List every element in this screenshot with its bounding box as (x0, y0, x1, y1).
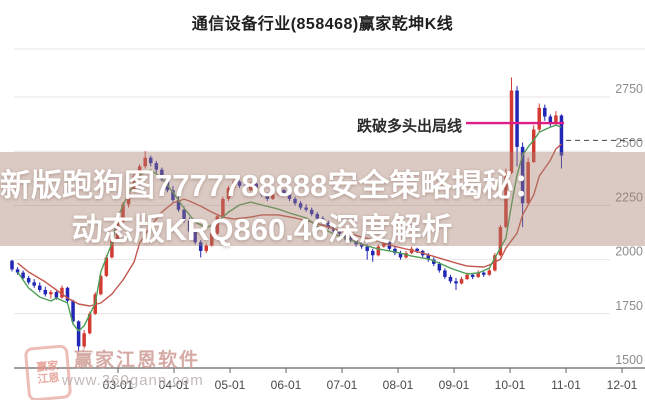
x-axis-label: 09-01 (439, 378, 470, 392)
x-axis-label: 08-01 (383, 378, 414, 392)
banner-overlay-band (0, 152, 645, 246)
x-axis-label: 11-01 (551, 378, 581, 392)
page-title: 通信设备行业(858468)赢家乾坤K线 (191, 16, 454, 33)
y-axis-label: 2500 (615, 136, 643, 150)
exit-line-annotation: 跌破多头出局线 (356, 118, 462, 135)
banner-text-line1: 新版跑狗图7777788888安全策略揭秘： (0, 168, 545, 203)
banner-text-line2: 动态版KRQ860.46深度解析 (71, 212, 453, 247)
x-axis: 03-01 04-01 05-01 06-01 07-01 08-01 09-01 10-01… (14, 367, 645, 392)
x-axis-label: 05-01 (215, 378, 246, 392)
x-axis-label: 10-01 (495, 378, 526, 392)
watermark-brand-name: 赢家江恩软件 (74, 350, 201, 371)
y-axis-label: 1500 (615, 353, 643, 367)
y-axis-label: 1750 (615, 299, 643, 313)
x-axis-label: 06-01 (271, 378, 302, 392)
y-axis-label: 2000 (615, 245, 643, 259)
seal-text-bottom: 江恩 (37, 372, 61, 386)
x-axis-label: 04-01 (159, 378, 190, 392)
ma-short-line (17, 124, 562, 332)
x-axis-label: 03-01 (103, 378, 134, 392)
watermark-url: www.360gann.com (62, 372, 204, 389)
y-axis-label: 2250 (615, 190, 643, 204)
x-axis-label: 07-01 (327, 378, 358, 392)
x-axis-label: 12-01 (607, 378, 638, 392)
y-axis-label: 2750 (615, 82, 643, 96)
ma-long-line (17, 143, 562, 307)
